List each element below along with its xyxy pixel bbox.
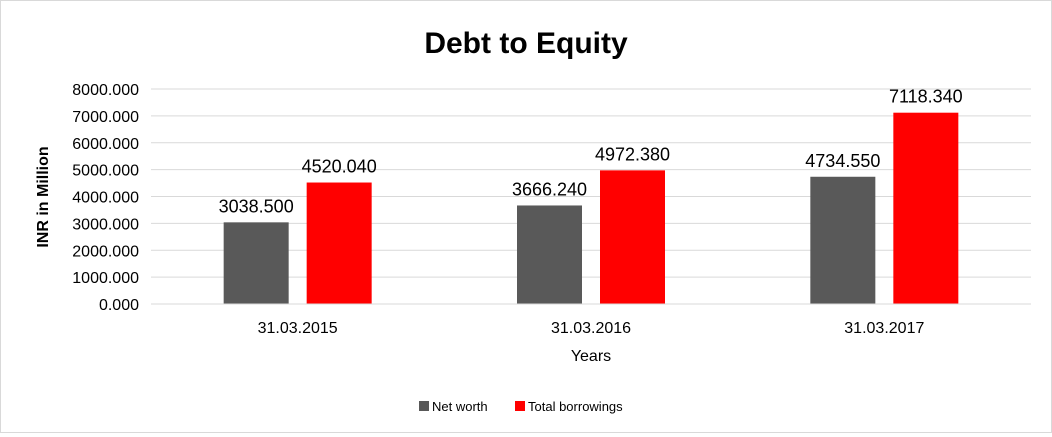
legend: Net worth Total borrowings bbox=[419, 399, 623, 414]
legend-label-total-borrowings: Total borrowings bbox=[528, 399, 623, 414]
chart-title: Debt to Equity bbox=[424, 27, 628, 60]
legend-swatch-total-borrowings bbox=[515, 401, 525, 411]
data-label-net-worth: 3666.240 bbox=[512, 179, 587, 199]
x-tick-label: 31.03.2015 bbox=[258, 320, 338, 337]
y-tick-label: 7000.000 bbox=[72, 109, 139, 126]
x-tick-label: 31.03.2016 bbox=[551, 320, 631, 337]
y-tick-label: 3000.000 bbox=[72, 216, 139, 233]
x-axis-title: Years bbox=[571, 348, 611, 365]
y-axis-ticks: 0.000 1000.000 2000.000 3000.000 4000.000 500… bbox=[72, 82, 139, 314]
y-tick-label: 1000.000 bbox=[72, 270, 139, 287]
bar-net-worth bbox=[223, 222, 289, 304]
y-tick-label: 5000.000 bbox=[72, 163, 139, 180]
y-axis-title: INR in Million bbox=[35, 146, 52, 247]
y-tick-label: 2000.000 bbox=[72, 243, 139, 260]
y-tick-label: 4000.000 bbox=[72, 190, 139, 207]
gridlines bbox=[151, 88, 1031, 278]
y-tick-label: 6000.000 bbox=[72, 136, 139, 153]
y-tick-label: 0.000 bbox=[99, 297, 139, 314]
data-label-total-borrowings: 4972.380 bbox=[595, 144, 670, 164]
data-label-total-borrowings: 7118.340 bbox=[889, 87, 963, 107]
data-labels: 3038.500 4520.040 3666.240 4972.380 4734.550… bbox=[219, 87, 963, 217]
x-tick-label: 31.03.2017 bbox=[844, 320, 924, 337]
legend-label-net-worth: Net worth bbox=[432, 399, 488, 414]
x-axis-ticks: 31.03.2015 31.03.2016 31.03.2017 bbox=[258, 320, 925, 337]
bars bbox=[223, 112, 959, 304]
bar-total-borrowings bbox=[600, 170, 665, 304]
bar-net-worth bbox=[810, 176, 876, 304]
bar-total-borrowings bbox=[893, 112, 959, 304]
bar-total-borrowings bbox=[306, 182, 372, 304]
y-tick-label: 8000.000 bbox=[72, 82, 139, 99]
bar-net-worth bbox=[517, 205, 582, 304]
legend-swatch-net-worth bbox=[419, 401, 429, 411]
data-label-net-worth: 3038.500 bbox=[219, 196, 294, 216]
data-label-total-borrowings: 4520.040 bbox=[302, 157, 377, 177]
data-label-net-worth: 4734.550 bbox=[805, 151, 880, 171]
